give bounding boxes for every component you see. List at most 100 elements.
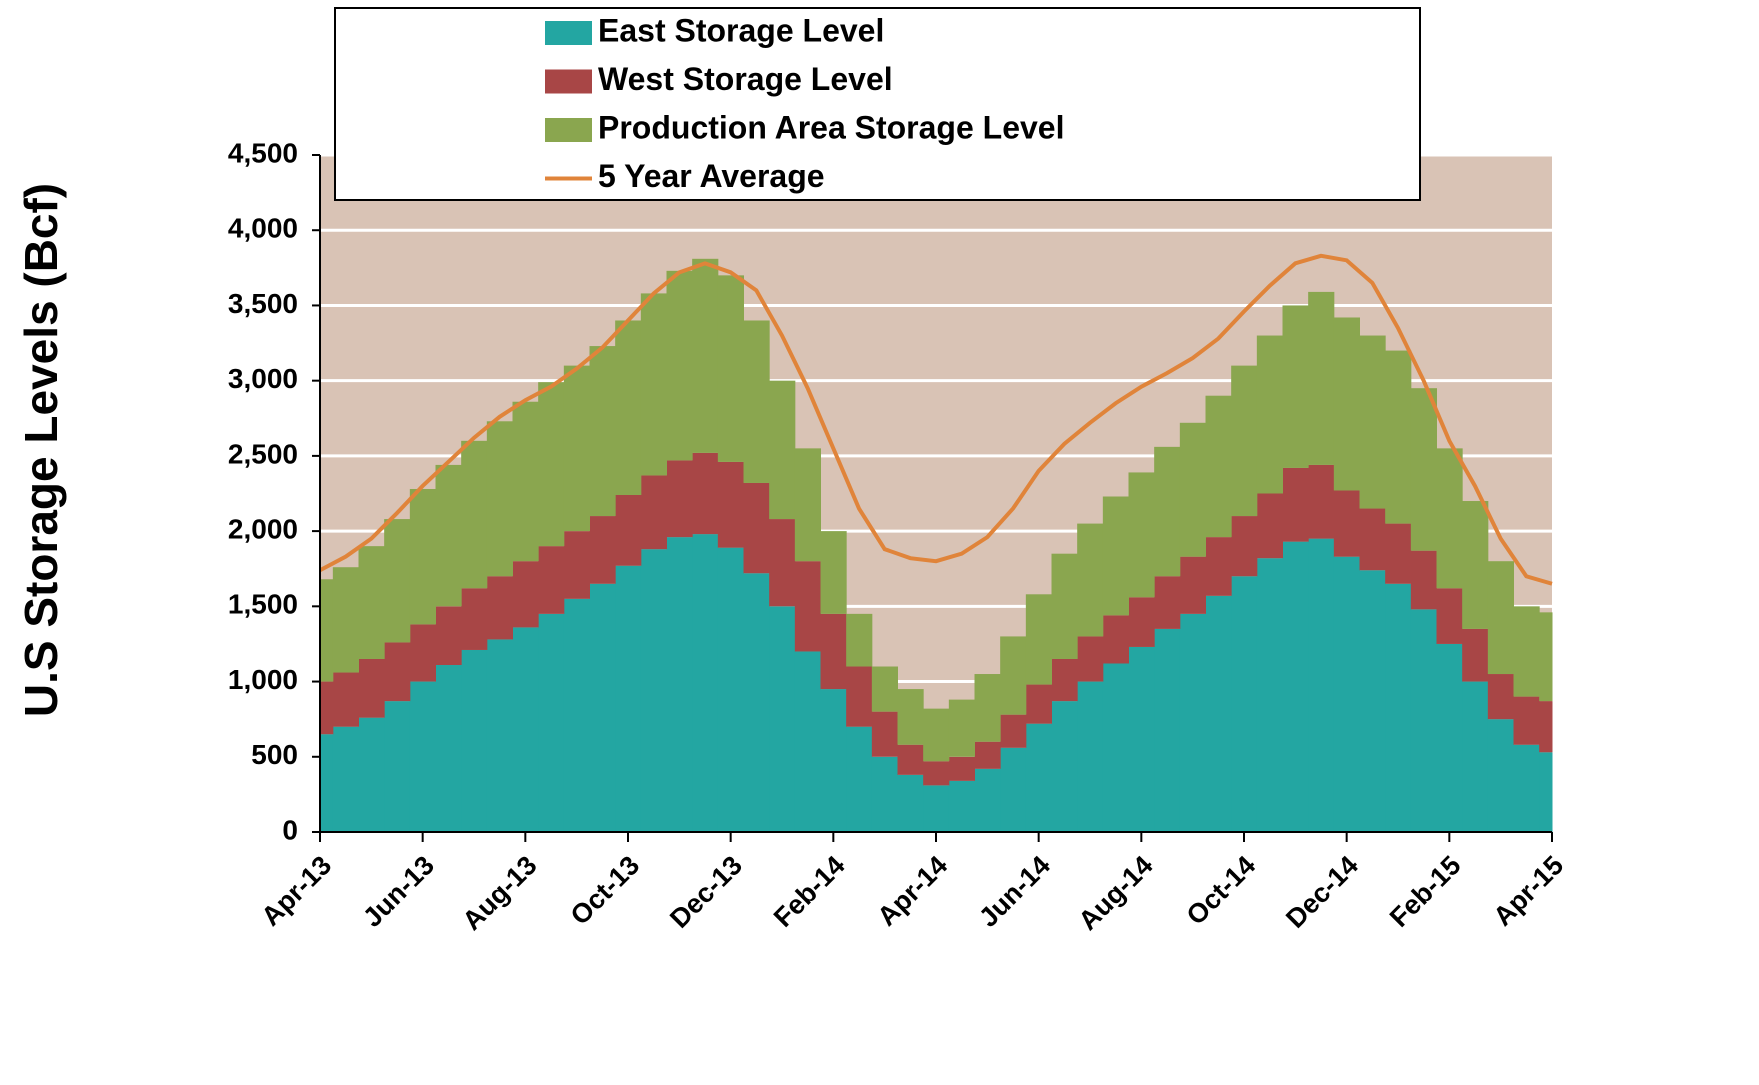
area-segment xyxy=(1025,594,1052,685)
area-segment xyxy=(871,711,898,757)
area-segment xyxy=(332,726,359,832)
area-segment xyxy=(486,421,513,577)
area-segment xyxy=(332,672,359,727)
area-segment xyxy=(1231,365,1258,517)
area-segment xyxy=(794,448,821,562)
area-segment xyxy=(1102,496,1129,616)
area-segment xyxy=(1513,696,1540,745)
area-segment xyxy=(1256,335,1283,494)
area-segment xyxy=(948,756,975,781)
area-segment xyxy=(512,561,539,628)
average-line xyxy=(319,253,1553,586)
area-segment xyxy=(1513,744,1540,832)
area-segment xyxy=(1205,537,1232,596)
area-segment xyxy=(1359,570,1386,832)
area-segment xyxy=(1462,501,1489,629)
area-segment xyxy=(538,613,565,832)
area-segment xyxy=(692,452,719,535)
area-segment xyxy=(1539,701,1553,753)
x-tick-label: Aug-13 xyxy=(457,850,543,936)
area-segment xyxy=(538,382,565,547)
area-segment xyxy=(320,734,334,832)
area-segment xyxy=(1359,335,1386,509)
area-segment xyxy=(1128,472,1155,598)
area-segment xyxy=(1410,550,1437,610)
legend-label: Production Area Storage Level xyxy=(598,109,1064,145)
area-segment xyxy=(743,573,770,832)
area-segment xyxy=(974,741,1001,769)
area-segment xyxy=(384,701,411,832)
area-segment xyxy=(1256,493,1283,559)
y-tick-label: 500 xyxy=(251,739,298,770)
area-segment xyxy=(1385,583,1412,832)
area-segment xyxy=(1539,612,1553,702)
area-segment xyxy=(666,270,693,461)
area-segment xyxy=(435,665,462,832)
area-segment xyxy=(1154,628,1181,832)
area-segment xyxy=(794,561,821,652)
area-segment xyxy=(1179,613,1206,832)
area-segment xyxy=(820,613,847,690)
x-tick-label: Jun-13 xyxy=(357,850,440,933)
area-segment xyxy=(1487,719,1514,832)
area-segment xyxy=(1051,553,1078,659)
area-segment xyxy=(358,717,385,832)
area-segment xyxy=(717,547,744,832)
area-segment xyxy=(1025,723,1052,832)
area-segment xyxy=(948,699,975,757)
area-segment xyxy=(974,674,1001,742)
area-segment xyxy=(384,519,411,643)
area-segment xyxy=(1231,516,1258,577)
area-segment xyxy=(820,531,847,614)
area-segment xyxy=(769,519,796,607)
area-segment xyxy=(615,320,642,496)
area-segment xyxy=(1385,350,1412,524)
area-segment xyxy=(332,567,359,673)
area-segment xyxy=(1102,663,1129,832)
area-segment xyxy=(563,531,590,599)
area-segment xyxy=(1231,576,1258,832)
area-segment xyxy=(461,440,488,589)
y-tick-label: 2,500 xyxy=(228,438,298,469)
area-segment xyxy=(1436,588,1463,644)
area-segment xyxy=(846,666,873,727)
y-tick-label: 3,500 xyxy=(228,288,298,319)
area-segment xyxy=(538,546,565,614)
y-tick-label: 4,000 xyxy=(228,213,298,244)
area-segment xyxy=(846,726,873,832)
legend-box xyxy=(334,7,1421,201)
area-segment xyxy=(1308,538,1335,832)
area-segment xyxy=(358,658,385,718)
area-segment xyxy=(384,642,411,702)
legend-label: 5 Year Average xyxy=(598,158,825,194)
area-segment xyxy=(358,546,385,659)
x-tick-label: Feb-14 xyxy=(768,850,851,933)
area-segment xyxy=(769,380,796,520)
area-segment xyxy=(1000,714,1027,748)
area-segment xyxy=(1077,523,1104,637)
y-tick-label: 3,000 xyxy=(228,363,298,394)
area-segment xyxy=(743,482,770,574)
x-tick-label: Apr-15 xyxy=(1488,850,1570,932)
legend-swatch xyxy=(545,21,592,45)
area-segment xyxy=(563,598,590,832)
area-segment xyxy=(1410,388,1437,551)
area-segment xyxy=(435,606,462,666)
legend: East Storage Level West Storage Level Prod… xyxy=(334,7,1421,201)
area-segment xyxy=(615,565,642,832)
area-segment xyxy=(1000,636,1027,715)
area-segment xyxy=(1282,467,1309,542)
area-segment xyxy=(666,460,693,538)
area-segment xyxy=(1308,291,1335,465)
area-segment xyxy=(461,588,488,650)
area-segment xyxy=(1205,395,1232,538)
area-segment xyxy=(1128,597,1155,647)
area-segment xyxy=(1308,464,1335,539)
area-segment xyxy=(769,606,796,832)
area-segment xyxy=(1051,658,1078,702)
area-segment xyxy=(666,537,693,832)
area-segment xyxy=(1539,752,1553,832)
y-tick-label: 2,000 xyxy=(228,514,298,545)
area-segment xyxy=(923,761,950,786)
area-segment xyxy=(820,689,847,832)
